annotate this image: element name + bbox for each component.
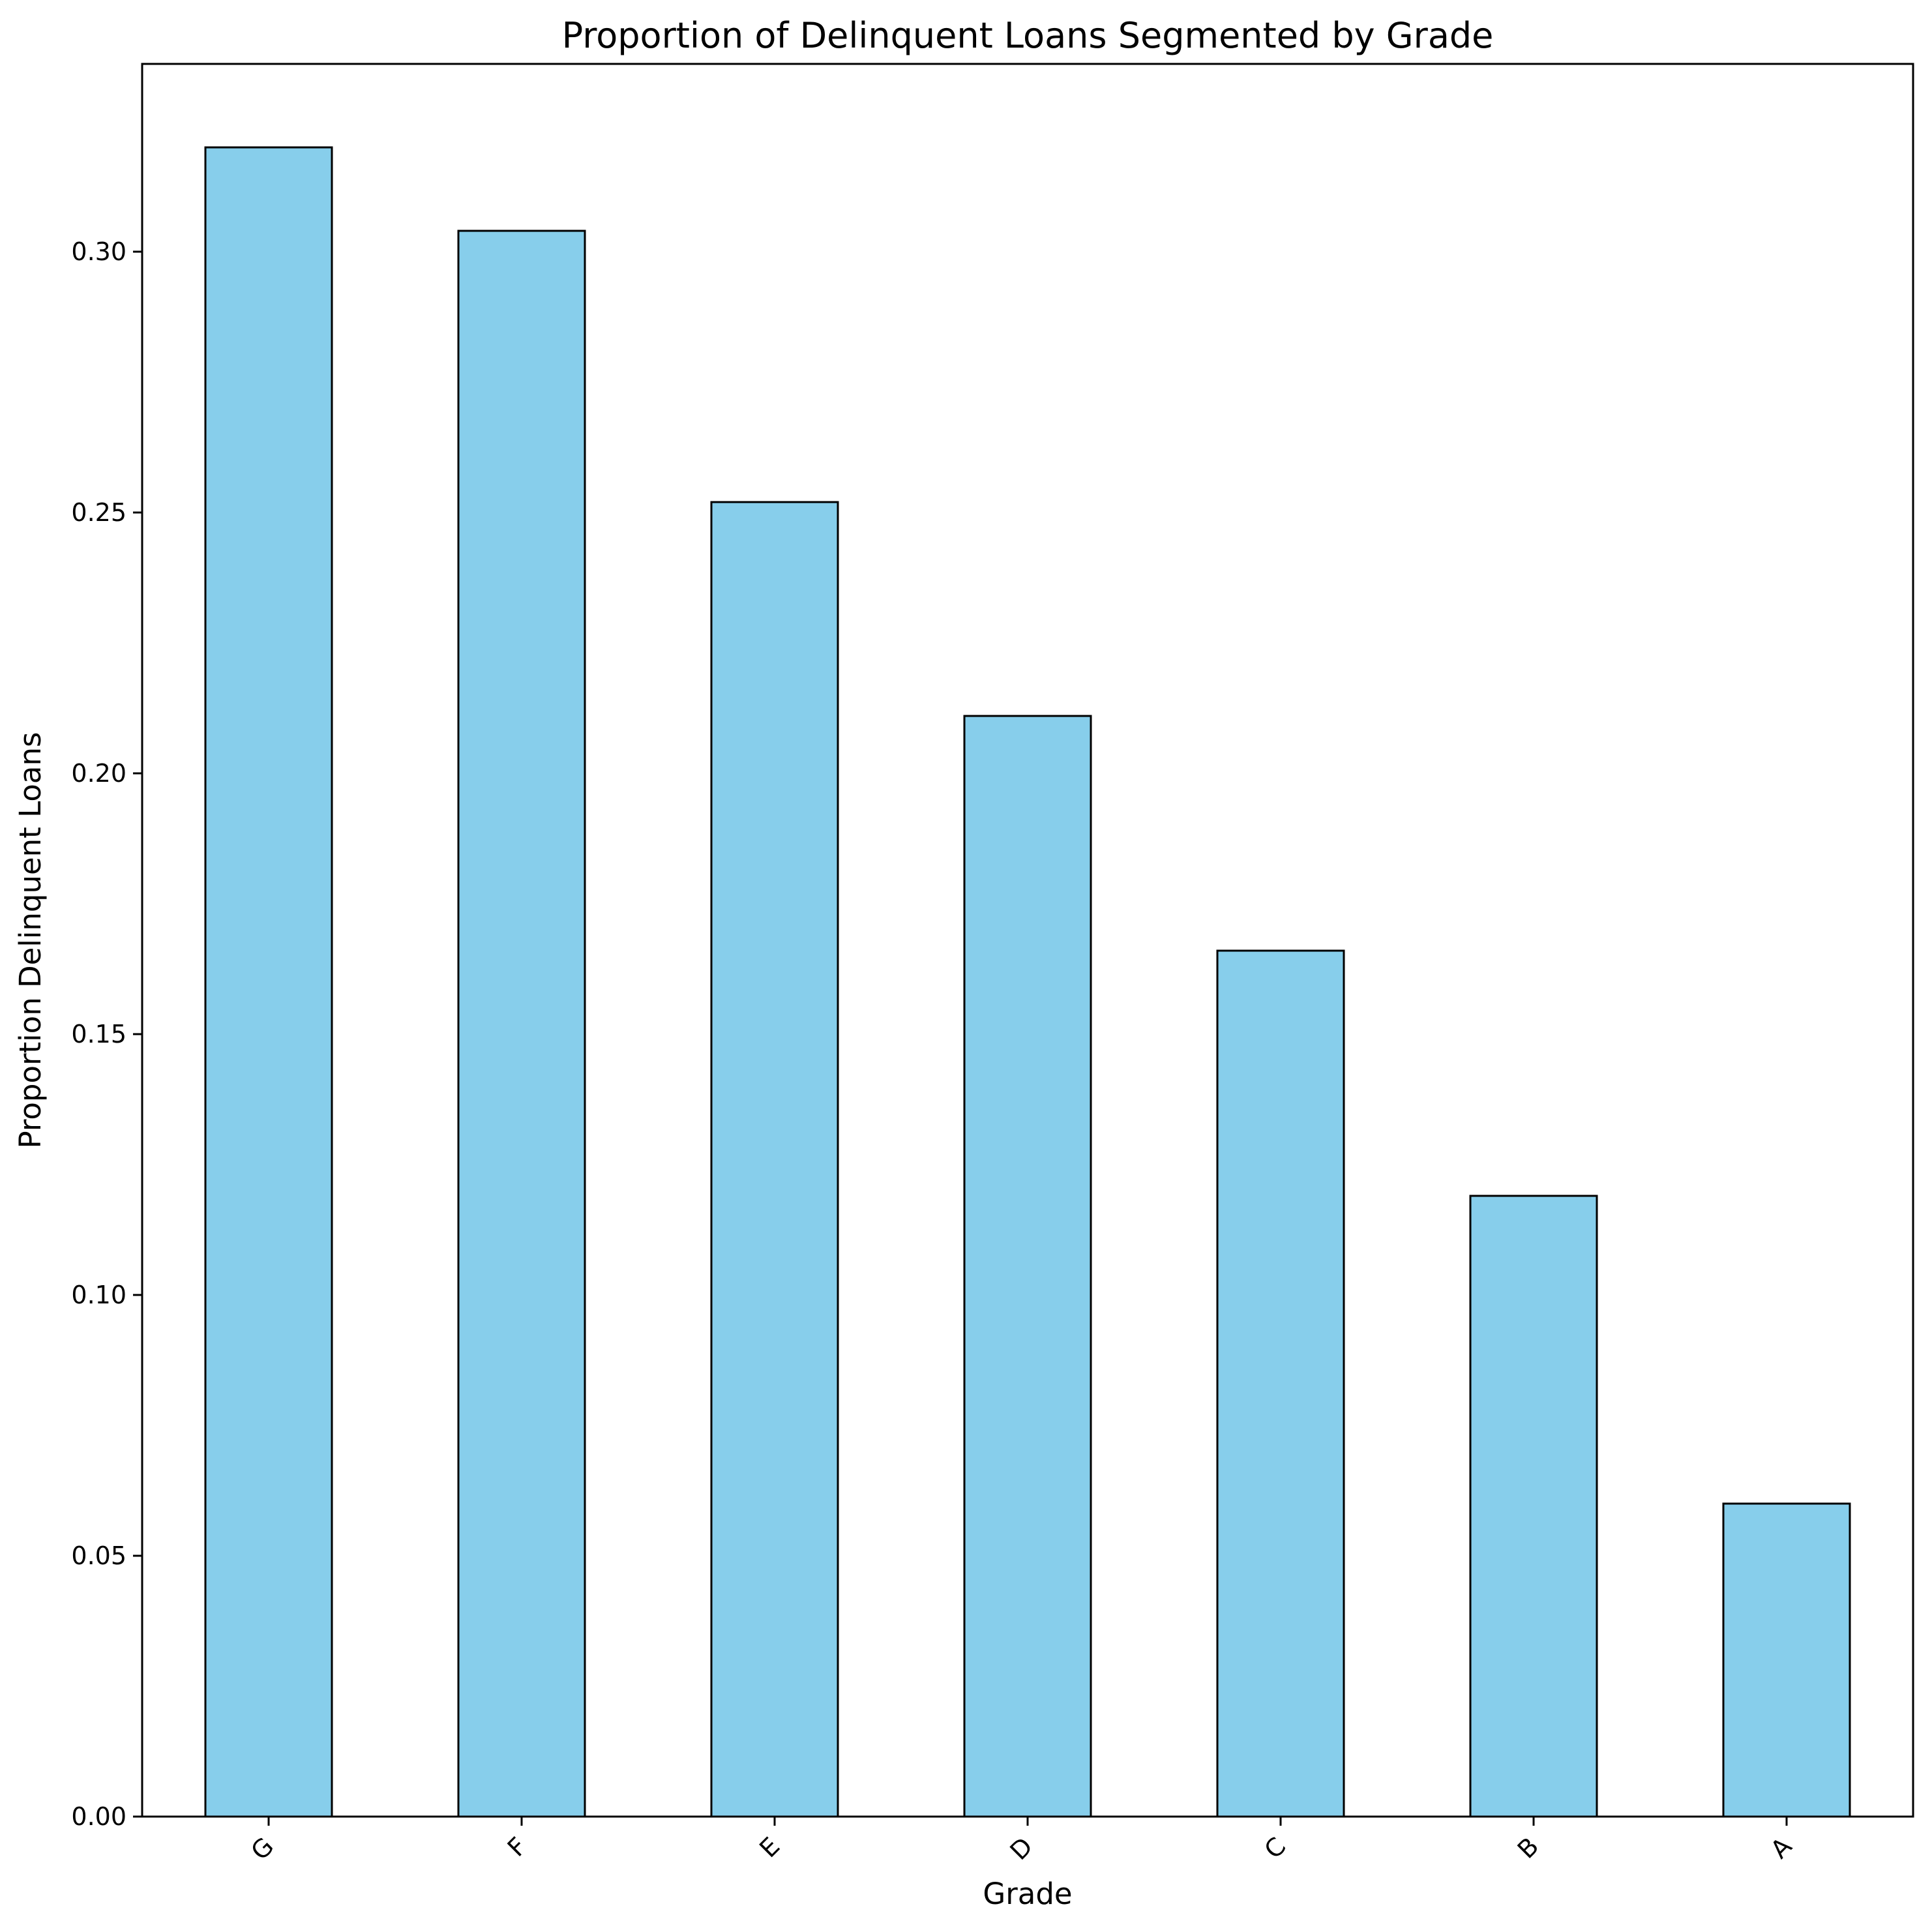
- bar-c: [1216, 949, 1345, 1818]
- bar-b: [1469, 1195, 1598, 1818]
- plot-frame: [141, 63, 1914, 1818]
- bar-e: [710, 501, 839, 1818]
- x-tick-label-e: E: [754, 1832, 785, 1863]
- y-tick-label: 0.30: [71, 237, 126, 266]
- x-tick-label-d: D: [1005, 1832, 1039, 1865]
- bars-group: [204, 146, 1851, 1818]
- x-tick-label-a: A: [1765, 1832, 1797, 1864]
- y-tick-label: 0.25: [71, 498, 126, 527]
- y-tick-label: 0.10: [71, 1281, 126, 1309]
- y-tick-label: 0.20: [71, 759, 126, 788]
- x-tick-label-f: F: [502, 1832, 533, 1862]
- y-axis-label: Proportion Delinquent Loans: [13, 732, 48, 1149]
- y-axis: 0.00 0.05 0.10 0.15 0.20 0.25 0.30: [71, 237, 142, 1831]
- bar-a: [1722, 1502, 1851, 1818]
- bar-d: [963, 715, 1092, 1818]
- y-tick-label: 0.00: [71, 1802, 126, 1831]
- x-axis-label: Grade: [983, 1877, 1072, 1911]
- y-tick-label: 0.05: [71, 1541, 126, 1570]
- bar-f: [457, 230, 586, 1818]
- bar-g: [204, 146, 333, 1818]
- y-tick-label: 0.15: [71, 1020, 126, 1048]
- x-tick-label-c: C: [1258, 1832, 1291, 1864]
- x-tick-label-g: G: [245, 1832, 279, 1865]
- chart-title: Proportion of Delinquent Loans Segmented…: [562, 15, 1494, 56]
- x-tick-label-b: B: [1512, 1832, 1545, 1864]
